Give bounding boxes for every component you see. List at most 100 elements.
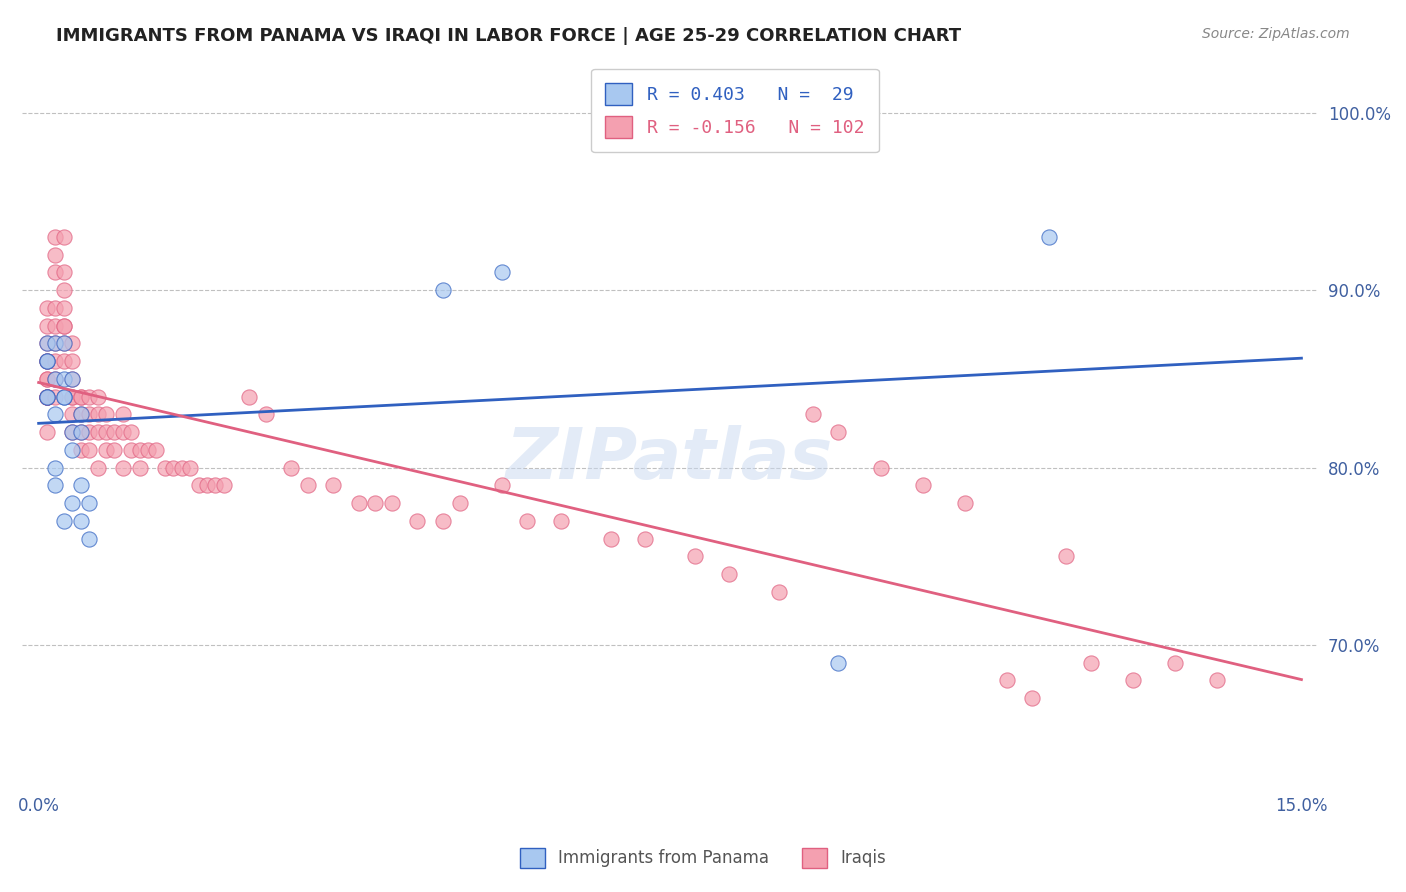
Iraqis (35, 354, 58, 368)
Iraqis (35, 372, 58, 386)
Iraqis (1021, 691, 1043, 706)
Iraqis (634, 532, 657, 546)
Iraqis (60, 390, 83, 404)
Iraqis (128, 442, 150, 457)
Immigrants from Panama (69, 425, 91, 439)
Iraqis (1122, 673, 1144, 688)
Text: IMMIGRANTS FROM PANAMA VS IRAQI IN LABOR FORCE | AGE 25-29 CORRELATION CHART: IMMIGRANTS FROM PANAMA VS IRAQI IN LABOR… (56, 27, 962, 45)
Iraqis (254, 408, 277, 422)
Iraqis (238, 390, 260, 404)
Iraqis (35, 301, 58, 315)
Iraqis (77, 408, 100, 422)
Immigrants from Panama (35, 390, 58, 404)
Iraqis (111, 425, 134, 439)
Iraqis (35, 372, 58, 386)
Immigrants from Panama (35, 354, 58, 368)
Iraqis (86, 408, 108, 422)
Iraqis (44, 336, 66, 351)
Text: ZIPatlas: ZIPatlas (506, 425, 834, 494)
Iraqis (449, 496, 471, 510)
Iraqis (995, 673, 1018, 688)
Iraqis (103, 442, 125, 457)
Iraqis (52, 318, 75, 333)
Iraqis (77, 425, 100, 439)
Iraqis (86, 460, 108, 475)
Immigrants from Panama (52, 336, 75, 351)
Iraqis (347, 496, 370, 510)
Iraqis (52, 265, 75, 279)
Iraqis (432, 514, 454, 528)
Iraqis (145, 442, 167, 457)
Iraqis (111, 408, 134, 422)
Immigrants from Panama (77, 496, 100, 510)
Iraqis (60, 354, 83, 368)
Iraqis (86, 390, 108, 404)
Iraqis (52, 318, 75, 333)
Iraqis (52, 283, 75, 297)
Iraqis (212, 478, 235, 492)
Iraqis (297, 478, 319, 492)
Iraqis (162, 460, 184, 475)
Iraqis (94, 425, 117, 439)
Iraqis (136, 442, 159, 457)
Iraqis (44, 248, 66, 262)
Iraqis (60, 408, 83, 422)
Iraqis (322, 478, 344, 492)
Iraqis (94, 442, 117, 457)
Iraqis (364, 496, 387, 510)
Iraqis (52, 301, 75, 315)
Immigrants from Panama (52, 372, 75, 386)
Iraqis (44, 318, 66, 333)
Iraqis (35, 354, 58, 368)
Iraqis (516, 514, 538, 528)
Iraqis (35, 336, 58, 351)
Iraqis (717, 566, 740, 581)
Immigrants from Panama (52, 390, 75, 404)
Iraqis (69, 425, 91, 439)
Iraqis (77, 390, 100, 404)
Immigrants from Panama (60, 372, 83, 386)
Iraqis (381, 496, 404, 510)
Iraqis (600, 532, 623, 546)
Iraqis (69, 390, 91, 404)
Iraqis (869, 460, 891, 475)
Iraqis (204, 478, 226, 492)
Immigrants from Panama (1038, 230, 1060, 244)
Legend: R = 0.403   N =  29, R = -0.156   N = 102: R = 0.403 N = 29, R = -0.156 N = 102 (591, 69, 879, 153)
Iraqis (128, 460, 150, 475)
Iraqis (1080, 656, 1102, 670)
Immigrants from Panama (44, 372, 66, 386)
Immigrants from Panama (35, 390, 58, 404)
Iraqis (94, 408, 117, 422)
Immigrants from Panama (60, 425, 83, 439)
Immigrants from Panama (491, 265, 513, 279)
Iraqis (179, 460, 201, 475)
Immigrants from Panama (77, 532, 100, 546)
Text: Source: ZipAtlas.com: Source: ZipAtlas.com (1202, 27, 1350, 41)
Immigrants from Panama (44, 336, 66, 351)
Iraqis (60, 425, 83, 439)
Iraqis (44, 390, 66, 404)
Immigrants from Panama (69, 514, 91, 528)
Iraqis (491, 478, 513, 492)
Immigrants from Panama (827, 656, 849, 670)
Iraqis (44, 354, 66, 368)
Iraqis (1054, 549, 1077, 564)
Iraqis (1206, 673, 1229, 688)
Iraqis (911, 478, 934, 492)
Iraqis (953, 496, 976, 510)
Iraqis (685, 549, 707, 564)
Iraqis (35, 425, 58, 439)
Iraqis (111, 460, 134, 475)
Immigrants from Panama (44, 478, 66, 492)
Iraqis (550, 514, 572, 528)
Immigrants from Panama (60, 496, 83, 510)
Iraqis (120, 425, 142, 439)
Legend: Immigrants from Panama, Iraqis: Immigrants from Panama, Iraqis (513, 841, 893, 875)
Iraqis (60, 336, 83, 351)
Iraqis (52, 354, 75, 368)
Iraqis (1164, 656, 1187, 670)
Immigrants from Panama (69, 408, 91, 422)
Iraqis (35, 318, 58, 333)
Iraqis (406, 514, 429, 528)
